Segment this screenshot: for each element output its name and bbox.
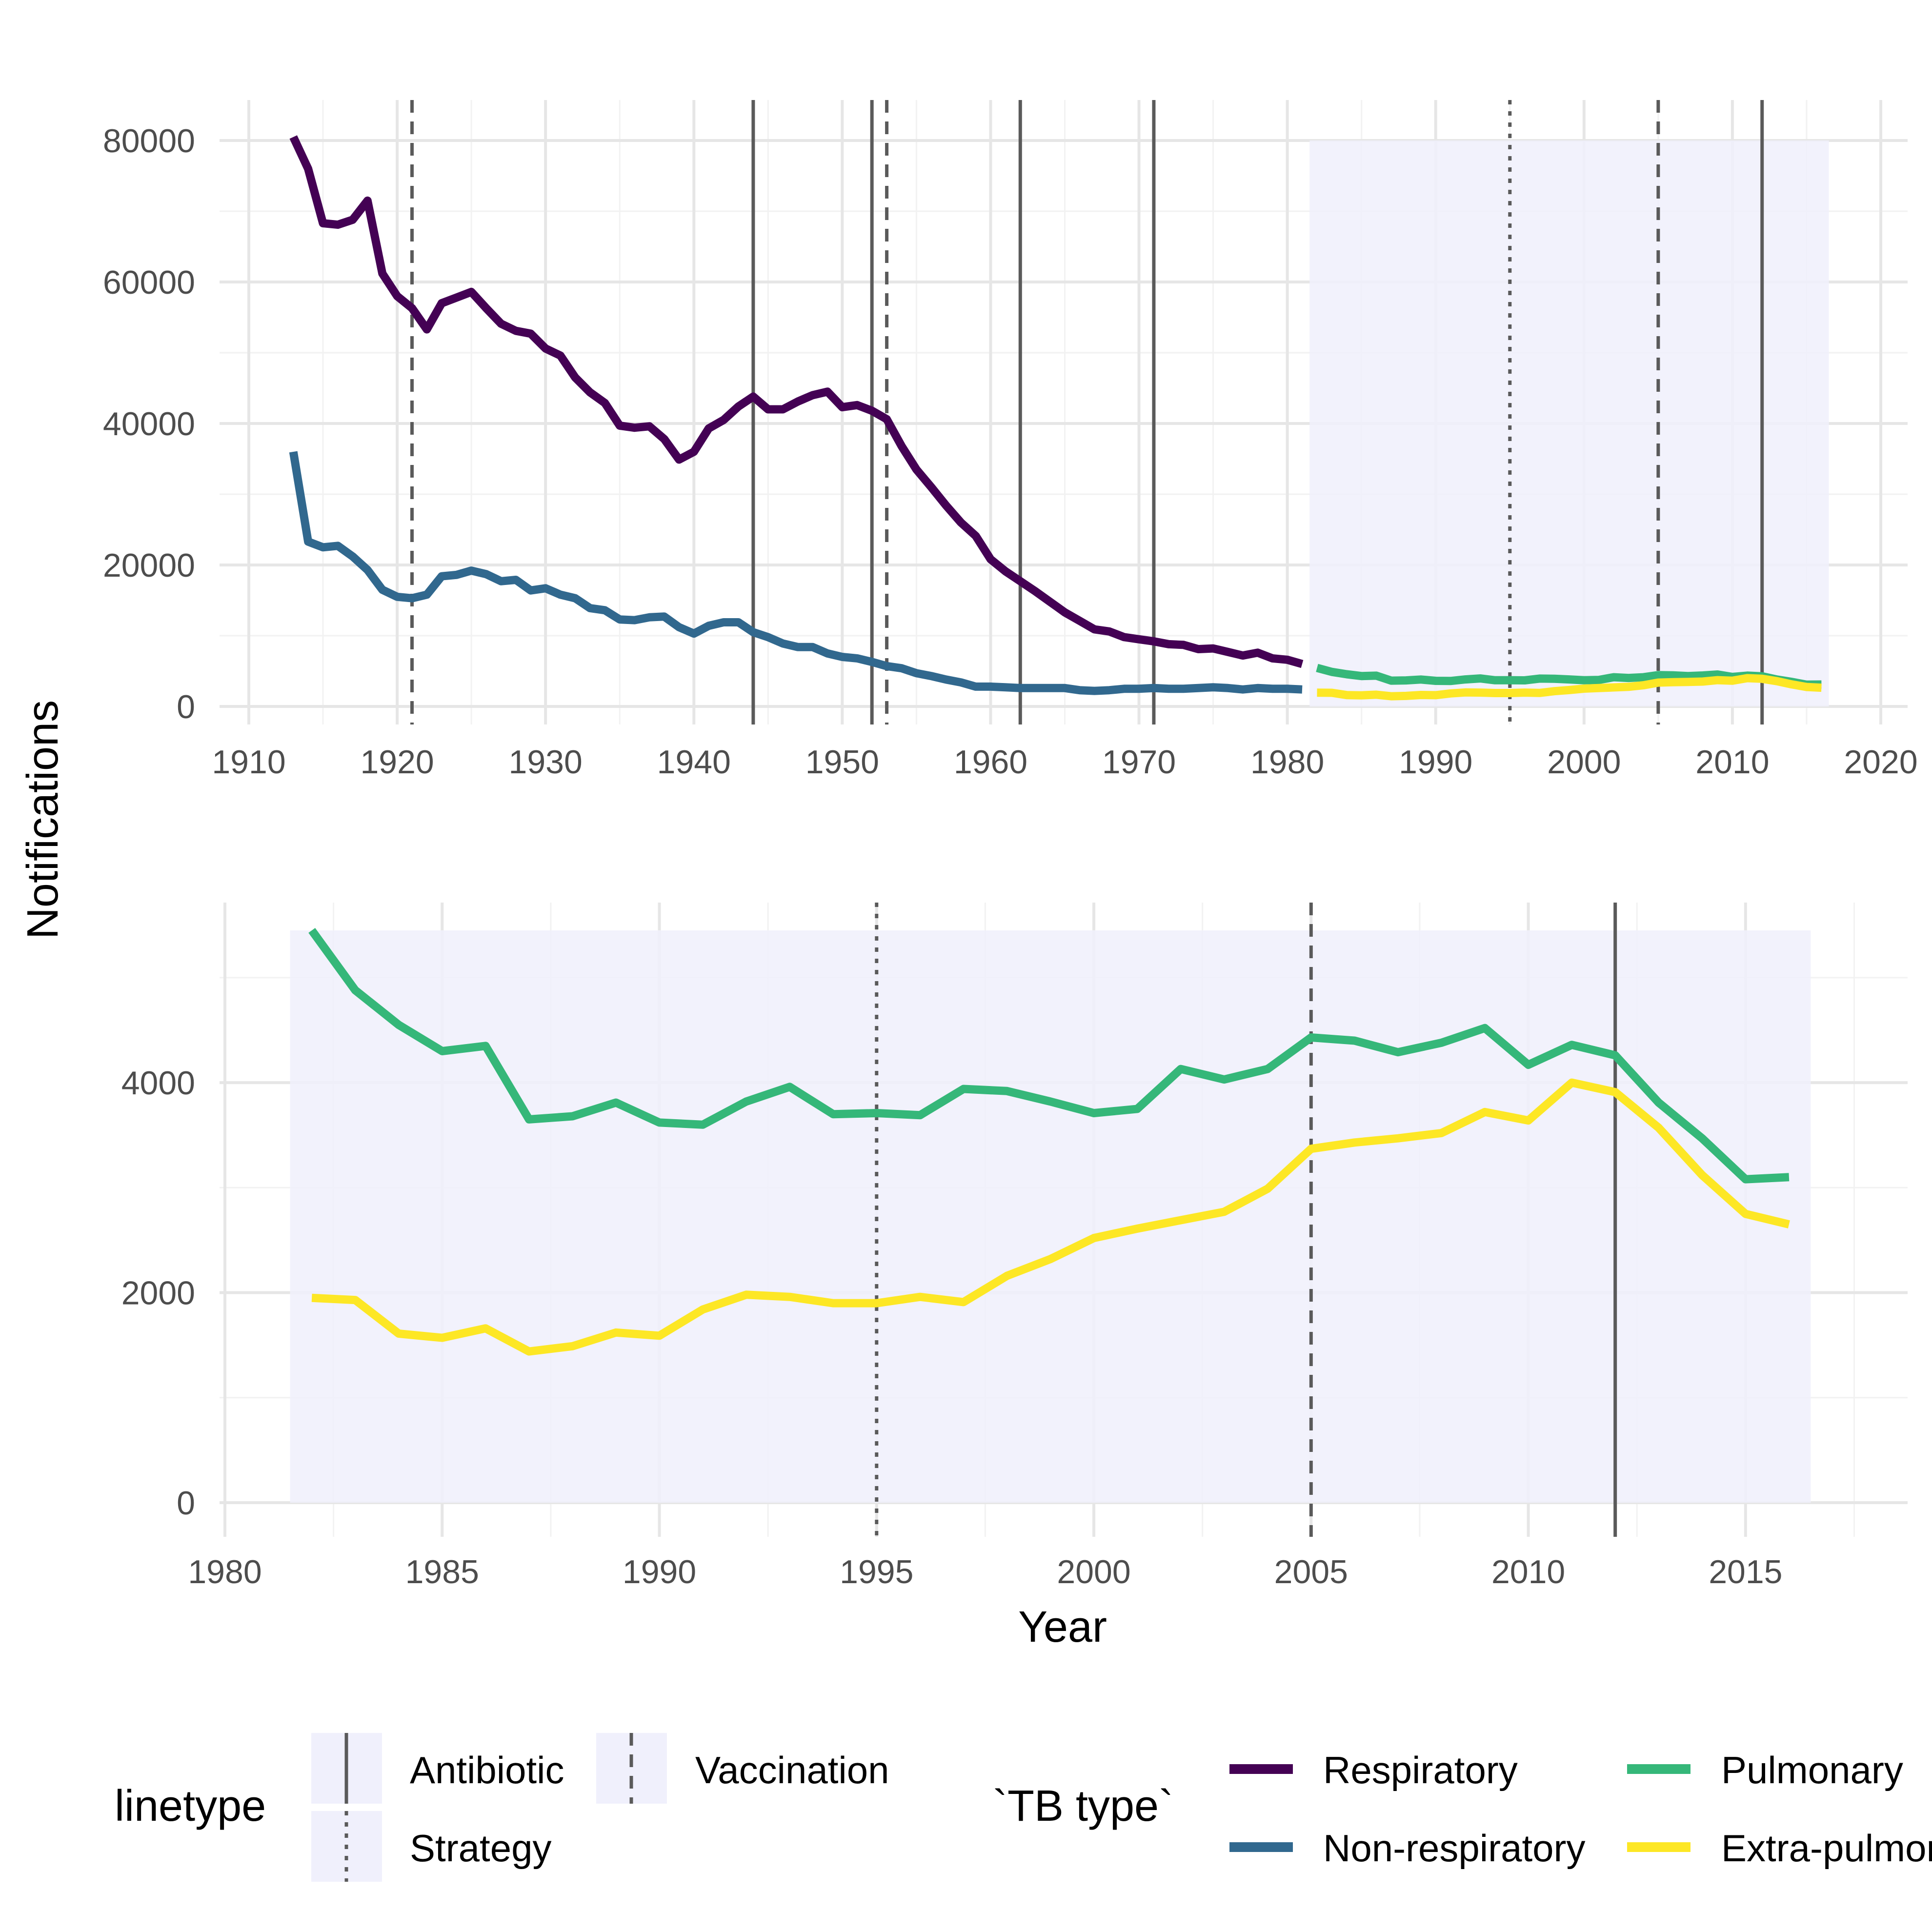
x-tick-label: 2010	[1491, 1553, 1565, 1590]
bottom-panel: 1980 1985 1990 1995 2000 2005 2010 2015 0 2000 400…	[121, 903, 1908, 1590]
x-tick-label: 1940	[657, 744, 731, 781]
x-tick-label: 2015	[1709, 1553, 1782, 1590]
x-tick-label: 1990	[623, 1553, 696, 1590]
y-tick-label: 0	[177, 1485, 195, 1522]
highlight-region	[1309, 141, 1829, 706]
x-tick-label: 1990	[1399, 744, 1472, 781]
series-line-pulmonary	[308, 928, 1790, 1184]
top-panel: 1910 1920 1930 1940 1950 1960 1970 1980 1990 2000…	[103, 100, 1918, 781]
x-tick-label: 1910	[212, 744, 285, 781]
legend-label-pulmonary: Pulmonary	[1721, 1749, 1903, 1791]
x-tick-label: 2010	[1695, 744, 1769, 781]
series-line-non-respiratory	[289, 451, 1303, 695]
y-tick-label: 60000	[103, 264, 195, 301]
y-tick-label: 80000	[103, 122, 195, 160]
x-tick-label: 2020	[1844, 744, 1917, 781]
legend-label-non-respiratory: Non-respiratory	[1323, 1827, 1586, 1870]
x-tick-label: 1930	[509, 744, 583, 781]
legend-title-linetype: linetype	[115, 1782, 266, 1831]
y-tick-label: 4000	[121, 1065, 195, 1102]
legend-label-strategy: Strategy	[410, 1827, 551, 1870]
highlight-region	[290, 930, 1811, 1503]
x-tick-label: 1995	[840, 1553, 913, 1590]
y-axis-title: Notifications	[19, 700, 67, 939]
x-tick-label: 2000	[1547, 744, 1621, 781]
x-tick-label: 1950	[805, 744, 879, 781]
x-tick-label: 1985	[405, 1553, 479, 1590]
legend-title-tb-type: `TB type`	[993, 1782, 1173, 1831]
y-tick-label: 40000	[103, 405, 195, 443]
x-tick-label: 2005	[1274, 1553, 1348, 1590]
y-tick-label: 20000	[103, 547, 195, 584]
x-tick-label: 1980	[1250, 744, 1324, 781]
x-axis-title: Year	[1018, 1603, 1107, 1651]
series-line-respiratory	[289, 135, 1304, 668]
x-tick-label: 1970	[1102, 744, 1176, 781]
series-line-extra-pulmonary	[311, 1078, 1790, 1356]
x-tick-label: 1980	[188, 1553, 262, 1590]
legend-label-vaccination: Vaccination	[695, 1749, 889, 1791]
x-tick-label: 1920	[360, 744, 434, 781]
y-tick-label: 0	[177, 688, 195, 725]
legend-label-respiratory: Respiratory	[1323, 1749, 1518, 1791]
x-tick-label: 2000	[1057, 1553, 1130, 1590]
legend-label-antibiotic: Antibiotic	[410, 1749, 564, 1791]
y-tick-label: 2000	[121, 1275, 195, 1312]
legend-label-extra-pulmonary: Extra-pulmonary	[1721, 1827, 1932, 1870]
series-line-extra-pulmonary	[1317, 674, 1822, 701]
x-tick-label: 1960	[954, 744, 1027, 781]
legend: linetype Antibiotic Vaccination Strategy `TB…	[115, 1733, 1932, 1882]
